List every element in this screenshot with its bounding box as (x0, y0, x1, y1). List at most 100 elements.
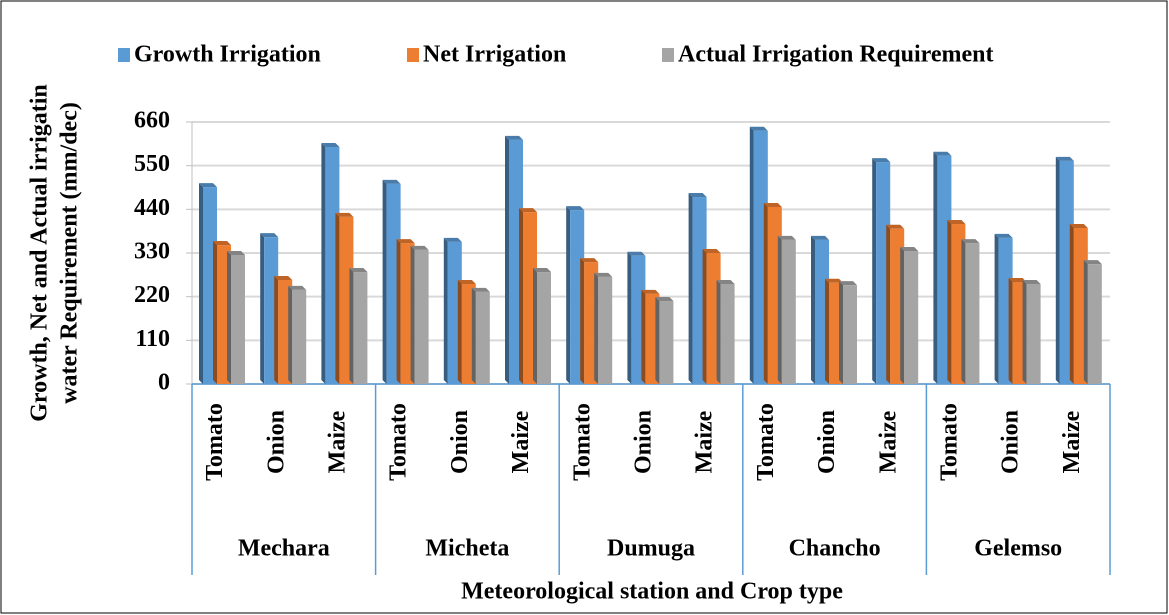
bar-side (933, 151, 938, 384)
x-tick-label: Tomato (569, 403, 595, 481)
bar-side (641, 289, 646, 384)
y-tick-label: 330 (134, 239, 170, 265)
bar-side (457, 279, 462, 384)
bar (475, 291, 490, 384)
x-tick-label: Onion (998, 410, 1024, 474)
bar-side (1055, 156, 1060, 384)
bar-side (872, 158, 877, 384)
bar-top (457, 279, 476, 284)
bar-side (900, 247, 905, 384)
bar-top (519, 208, 537, 213)
bar-top (811, 235, 829, 240)
y-tick-label: 660 (134, 108, 170, 134)
bar-top (933, 151, 952, 156)
bar-top (227, 250, 245, 255)
bar-top (777, 235, 796, 240)
bar-top (1083, 260, 1102, 265)
y-axis-title-line: Growth, Net and Actual irrigatin (27, 84, 53, 422)
bar-top (872, 158, 891, 163)
bar-top (900, 247, 919, 252)
group-label: Chancho (789, 536, 881, 562)
y-tick-label: 550 (134, 151, 170, 177)
bar-top (1022, 279, 1041, 284)
legend-label: Growth Irrigation (134, 42, 321, 68)
bar (843, 285, 857, 384)
bar-side (688, 193, 693, 384)
bar-side (288, 285, 293, 384)
bar-side (763, 202, 768, 384)
bar-side (471, 287, 476, 384)
bar (598, 276, 613, 384)
bar (781, 239, 796, 384)
bar-side (594, 272, 599, 384)
group-label: Micheta (425, 536, 509, 562)
bar-side (519, 208, 523, 384)
bar (720, 283, 735, 384)
legend-swatch (662, 48, 674, 62)
bar (537, 272, 551, 384)
x-tick-label: Maize (692, 410, 718, 473)
x-tick-label: Maize (325, 410, 351, 473)
bar-top (321, 143, 340, 148)
bar (231, 254, 245, 384)
bar-top (274, 275, 293, 280)
bar-top (594, 272, 613, 277)
bar (965, 243, 980, 384)
bar-top (825, 278, 843, 283)
bar-side (947, 220, 952, 384)
group-label: Gelemso (974, 536, 1062, 562)
bar-side (382, 179, 387, 384)
bar-side (566, 206, 571, 384)
bar-side (335, 212, 340, 384)
x-axis-title: Meteorological station and Crop type (461, 579, 843, 605)
bar-top (1069, 223, 1088, 228)
bar-top (702, 249, 721, 253)
bar-side (199, 183, 203, 384)
bar-side (994, 233, 999, 384)
bar-top (1008, 277, 1027, 282)
bar-top (199, 183, 217, 188)
bar (1087, 264, 1102, 384)
legend-label: Actual Irrigation Requirement (678, 42, 994, 68)
bar-side (505, 135, 509, 384)
x-tick-label: Tomato (202, 403, 228, 481)
bar-side (410, 245, 415, 384)
bar-top (382, 179, 401, 184)
x-tick-label: Maize (1059, 410, 1085, 473)
x-tick-label: Tomato (753, 403, 779, 481)
bar-top (1055, 156, 1074, 161)
bar-top (471, 287, 490, 292)
bar-side (839, 281, 843, 384)
bar-top (961, 239, 980, 244)
group-label: Mechara (238, 536, 330, 562)
bar-top (566, 206, 585, 211)
bar-side (213, 241, 217, 384)
bar-top (716, 279, 735, 284)
bar-top (839, 281, 857, 286)
x-tick-label: Maize (875, 410, 901, 473)
bar-side (1022, 279, 1027, 384)
bar-top (886, 224, 905, 229)
bar-side (825, 278, 829, 384)
bar-side (321, 143, 326, 384)
bar-top (763, 202, 782, 207)
bar-side (1069, 223, 1074, 384)
bar (659, 301, 674, 384)
bar-top (627, 251, 646, 256)
group-label: Dumuga (607, 536, 695, 562)
bar-top (443, 237, 462, 242)
bar-side (1083, 260, 1088, 384)
bar-top (655, 297, 674, 302)
x-tick-label: Tomato (937, 403, 963, 481)
bar-top (749, 126, 768, 131)
bar-side (627, 251, 632, 384)
bar-side (227, 250, 231, 384)
bar-top (396, 239, 415, 244)
legend-swatch (407, 48, 419, 62)
bar-side (443, 237, 448, 384)
bar-side (274, 275, 279, 384)
y-tick-label: 0 (158, 370, 170, 396)
bar-side (811, 235, 815, 384)
bar-top (213, 241, 231, 246)
